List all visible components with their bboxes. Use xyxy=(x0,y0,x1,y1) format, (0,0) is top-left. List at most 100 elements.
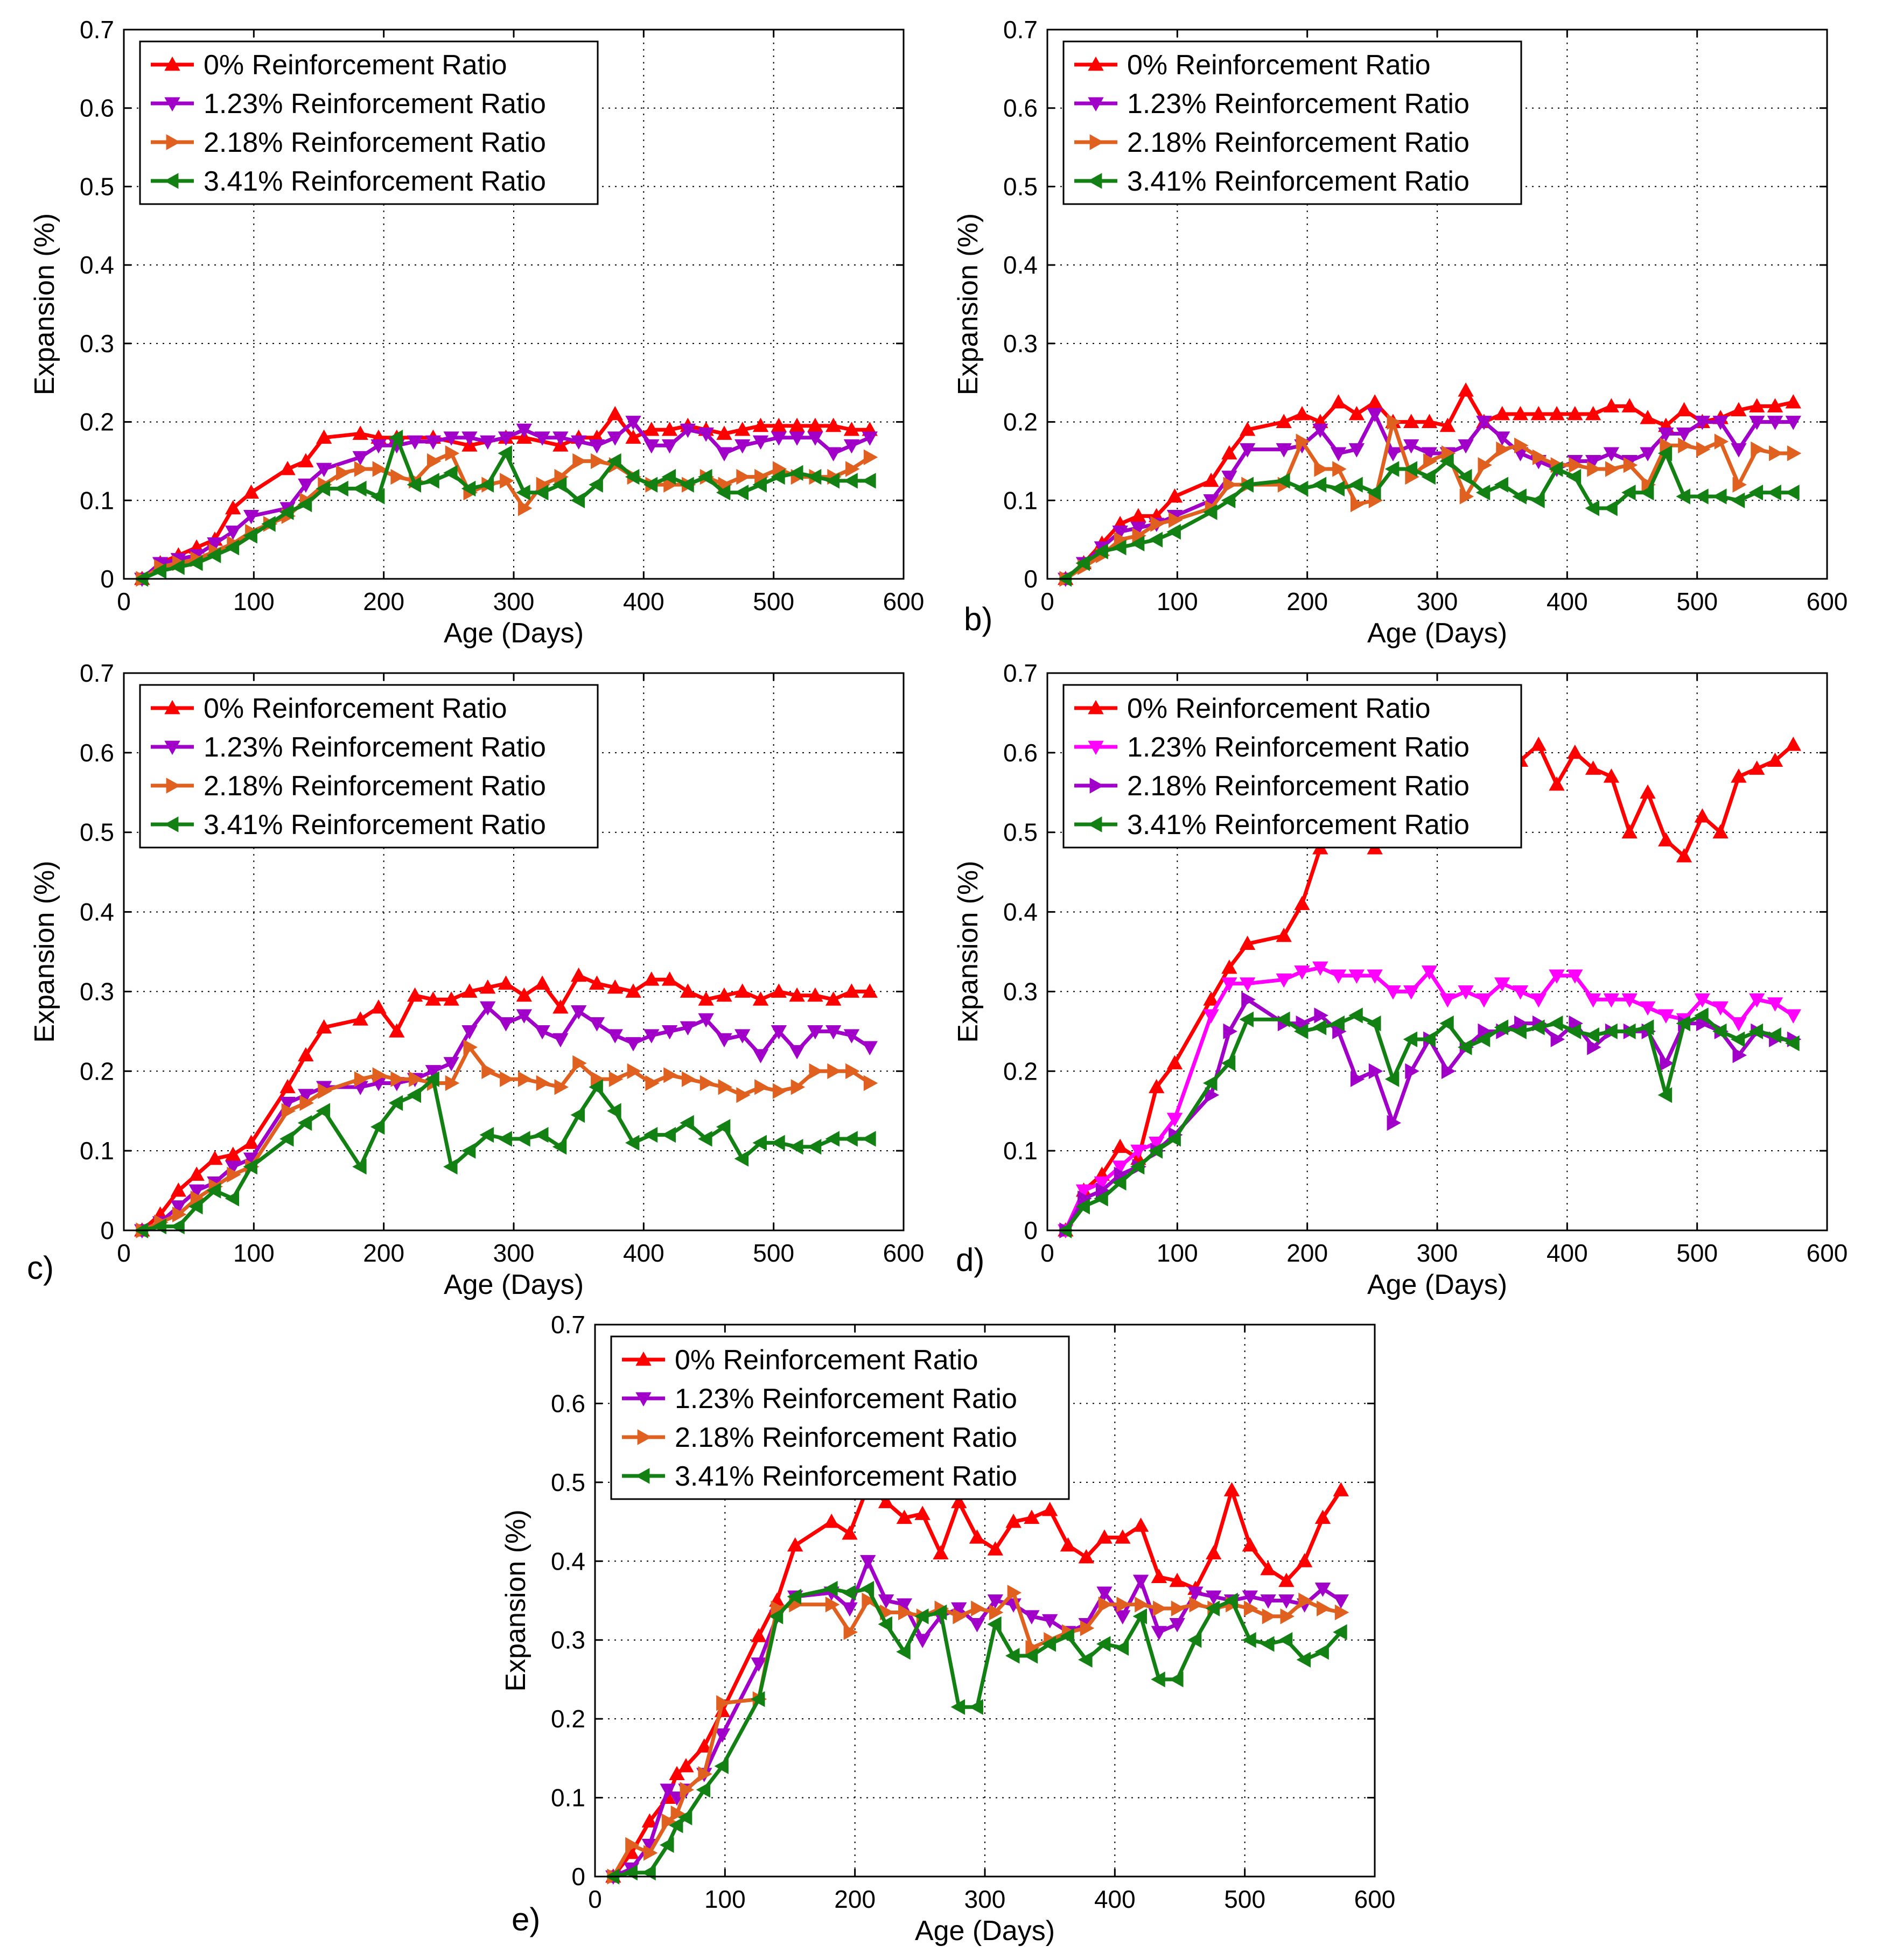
data-point-0 xyxy=(734,422,751,436)
data-point-3 xyxy=(1421,468,1436,485)
data-point-3 xyxy=(914,1608,929,1625)
data-point-1 xyxy=(752,1049,769,1063)
series-line-1 xyxy=(612,1559,1342,1879)
data-point-3 xyxy=(1060,1628,1074,1644)
data-point-3 xyxy=(1439,1015,1454,1032)
data-point-0 xyxy=(443,991,459,1006)
legend-marker xyxy=(635,1392,652,1407)
legend-marker xyxy=(164,816,179,832)
data-point-3 xyxy=(352,480,367,497)
data-point-3 xyxy=(1148,1143,1163,1159)
data-point-0 xyxy=(1621,398,1638,412)
data-point-2 xyxy=(1317,1600,1331,1616)
data-point-3 xyxy=(1112,540,1127,556)
data-point-2 xyxy=(1150,516,1165,532)
data-point-0 xyxy=(1549,776,1565,791)
data-point-3 xyxy=(1621,485,1636,501)
data-point-3 xyxy=(1530,492,1545,508)
data-point-1 xyxy=(1221,977,1237,992)
data-point-0 xyxy=(1549,405,1565,421)
data-point-1 xyxy=(1312,961,1328,976)
data-point-2 xyxy=(1678,437,1692,453)
data-point-3 xyxy=(661,1126,676,1143)
data-point-2 xyxy=(517,500,533,516)
data-point-3 xyxy=(516,485,530,501)
data-point-1 xyxy=(734,1029,751,1044)
data-point-2 xyxy=(661,1813,676,1830)
data-point-2 xyxy=(1714,433,1729,450)
axes-frame xyxy=(123,29,905,580)
data-point-3 xyxy=(334,480,348,497)
data-point-1 xyxy=(969,1618,985,1633)
data-point-0 xyxy=(643,971,660,986)
data-point-1 xyxy=(751,1657,767,1672)
data-point-1 xyxy=(878,1594,894,1609)
data-point-0 xyxy=(570,967,587,982)
data-point-1 xyxy=(1785,1009,1801,1024)
data-point-2 xyxy=(863,449,878,465)
data-point-3 xyxy=(534,1126,549,1143)
data-point-3 xyxy=(279,504,294,520)
data-point-0 xyxy=(1024,1509,1040,1524)
data-point-3 xyxy=(552,1139,567,1155)
data-point-2 xyxy=(1732,1047,1747,1063)
legend-marker xyxy=(166,778,181,794)
y-tick-label: 0 xyxy=(571,1863,585,1891)
data-point-0 xyxy=(1603,768,1620,783)
data-point-3 xyxy=(1785,485,1800,501)
data-point-0 xyxy=(1330,394,1347,409)
data-point-3 xyxy=(1239,477,1254,493)
data-point-3 xyxy=(1276,1011,1290,1027)
data-point-1 xyxy=(552,1033,569,1048)
data-point-1 xyxy=(1276,973,1292,988)
data-point-0 xyxy=(1731,402,1747,417)
data-point-1 xyxy=(225,526,241,540)
data-point-1 xyxy=(807,1025,823,1040)
data-point-2 xyxy=(1135,1597,1149,1613)
data-point-2 xyxy=(1368,1063,1383,1079)
y-tick-label: 0.7 xyxy=(551,1311,585,1339)
data-point-0 xyxy=(1748,398,1765,412)
data-point-0 xyxy=(1276,927,1292,942)
data-point-3 xyxy=(1221,1055,1236,1072)
data-point-0 xyxy=(316,1019,332,1034)
data-point-1 xyxy=(1096,1586,1113,1601)
data-point-1 xyxy=(789,1045,805,1060)
data-point-3 xyxy=(589,477,603,493)
data-point-1 xyxy=(1187,1586,1204,1601)
data-point-2 xyxy=(354,1071,369,1087)
data-point-2 xyxy=(445,1075,460,1091)
data-point-2 xyxy=(1587,461,1601,477)
legend-marker xyxy=(1088,56,1104,71)
data-point-1 xyxy=(1640,447,1656,461)
data-point-3 xyxy=(1676,488,1690,505)
data-point-3 xyxy=(1130,1159,1145,1175)
data-point-0 xyxy=(1041,1502,1058,1516)
data-point-2 xyxy=(1262,1608,1277,1625)
data-point-2 xyxy=(1296,433,1311,450)
data-point-1 xyxy=(1621,993,1638,1008)
data-point-0 xyxy=(589,975,605,990)
data-point-2 xyxy=(281,1103,296,1119)
data-point-0 xyxy=(461,983,478,998)
data-point-1 xyxy=(425,1065,442,1080)
data-point-0 xyxy=(1239,935,1256,950)
data-point-1 xyxy=(1476,993,1492,1008)
data-point-1 xyxy=(1132,1574,1149,1589)
data-point-0 xyxy=(842,1525,858,1540)
data-point-2 xyxy=(1732,477,1747,493)
x-tick-label: 0 xyxy=(117,587,131,615)
data-point-3 xyxy=(1023,1648,1038,1664)
data-point-1 xyxy=(1439,993,1456,1008)
data-point-0 xyxy=(170,1182,187,1197)
x-tick-label: 300 xyxy=(493,1239,535,1267)
x-tick-label: 200 xyxy=(1286,1239,1328,1267)
data-point-1 xyxy=(680,1021,696,1036)
data-point-1 xyxy=(1239,977,1256,992)
data-point-1 xyxy=(607,1029,623,1044)
data-point-3 xyxy=(1169,1671,1184,1688)
data-point-0 xyxy=(1348,405,1365,421)
data-point-0 xyxy=(1640,784,1656,799)
data-point-2 xyxy=(827,1063,842,1079)
data-point-1 xyxy=(1239,443,1256,458)
